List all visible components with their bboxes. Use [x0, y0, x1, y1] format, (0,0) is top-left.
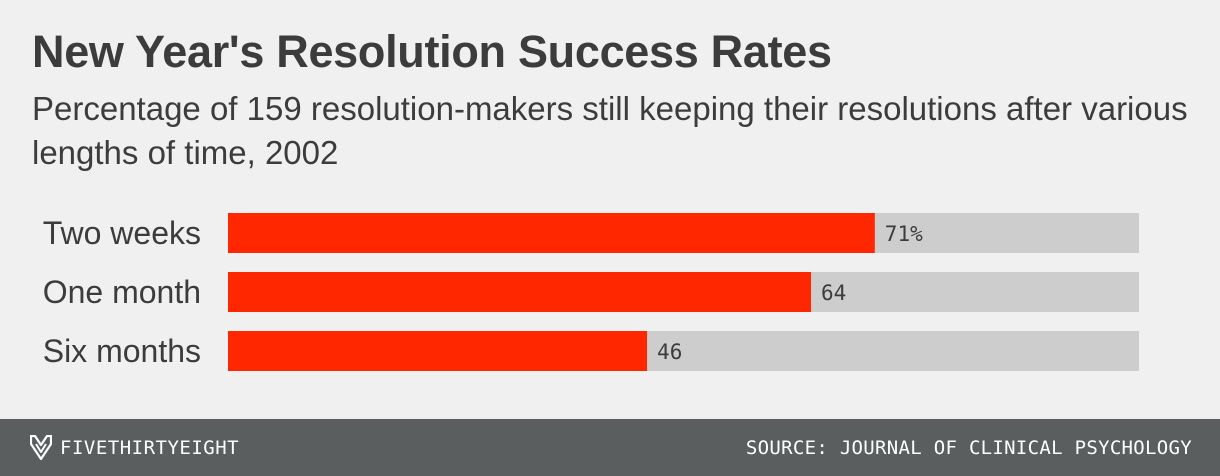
category-label: Six months — [43, 333, 201, 369]
category-label: One month — [43, 274, 201, 310]
source-note: SOURCE: JOURNAL OF CLINICAL PSYCHOLOGY — [745, 437, 1192, 459]
footer-bar: FIVETHIRTYEIGHT SOURCE: JOURNAL OF CLINI… — [0, 419, 1220, 476]
brand: FIVETHIRTYEIGHT — [29, 434, 240, 461]
bar — [228, 331, 648, 371]
bar — [228, 213, 875, 253]
value-label: 64 — [821, 281, 846, 305]
chart-title: New Year's Resolution Success Rates — [32, 26, 832, 77]
value-label: 71% — [885, 222, 923, 246]
chart-subtitle: Percentage of 159 resolution-makers stil… — [32, 90, 1188, 171]
bar-chart: Two weeks 71% One month 64 Six months 46 — [43, 213, 1139, 371]
category-label: Two weeks — [43, 215, 201, 251]
value-label: 46 — [657, 340, 682, 364]
bar — [228, 272, 812, 312]
brand-name: FIVETHIRTYEIGHT — [60, 437, 240, 459]
fox-logo-icon — [29, 434, 53, 461]
